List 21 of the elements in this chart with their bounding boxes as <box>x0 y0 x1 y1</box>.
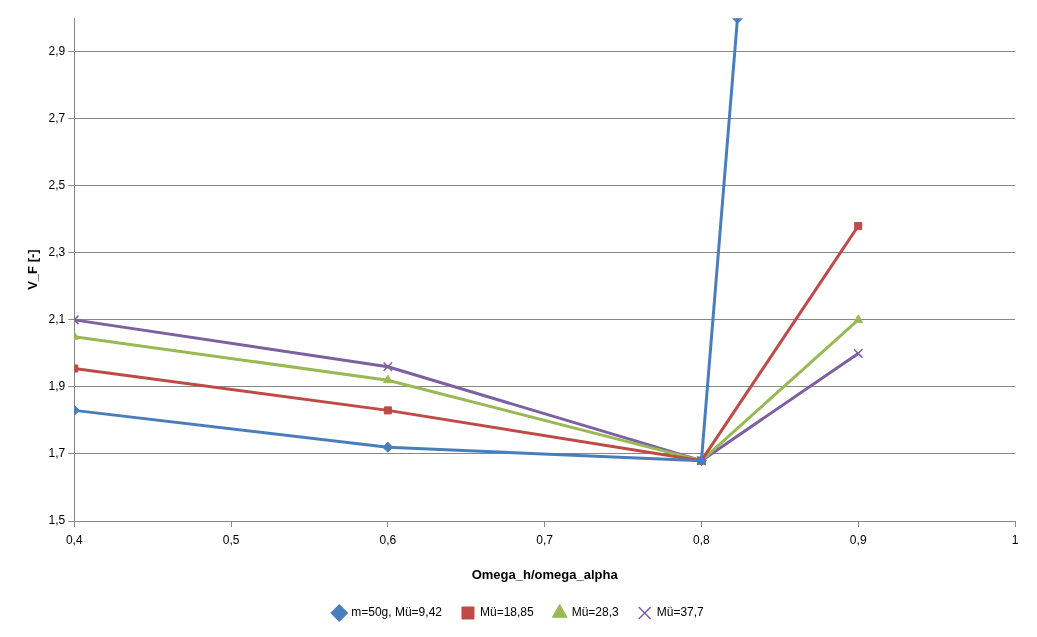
y-tick-label: 2,5 <box>48 178 66 193</box>
y-tick-label: 2,9 <box>48 44 66 59</box>
x-axis-title: Omega_h/omega_alpha <box>471 566 619 582</box>
x-tick-label: 1 <box>1011 532 1019 547</box>
x-tick-label: 0,8 <box>693 532 711 547</box>
x-tick-label: 0,4 <box>65 532 83 547</box>
legend-label: Mü=37,7 <box>656 605 705 620</box>
x-tick-label: 0,9 <box>849 532 867 547</box>
legend-label: Mü=18,85 <box>479 605 535 620</box>
x-tick-label: 0,7 <box>536 532 554 547</box>
legend-label: m=50g, Mü=9,42 <box>351 605 443 620</box>
x-tick-label: 0,5 <box>222 532 240 547</box>
y-tick-label: 1,5 <box>48 513 66 528</box>
x-tick-label: 0,6 <box>379 532 397 547</box>
legend-label: Mü=28,3 <box>571 605 620 620</box>
y-tick-label: 2,3 <box>48 245 66 260</box>
y-tick-label: 1,9 <box>48 379 66 394</box>
y-tick-label: 1,7 <box>48 446 66 461</box>
y-axis-title: V_F [-] <box>25 249 41 290</box>
y-tick-label: 2,7 <box>48 111 66 126</box>
y-tick-label: 2,1 <box>48 312 66 327</box>
